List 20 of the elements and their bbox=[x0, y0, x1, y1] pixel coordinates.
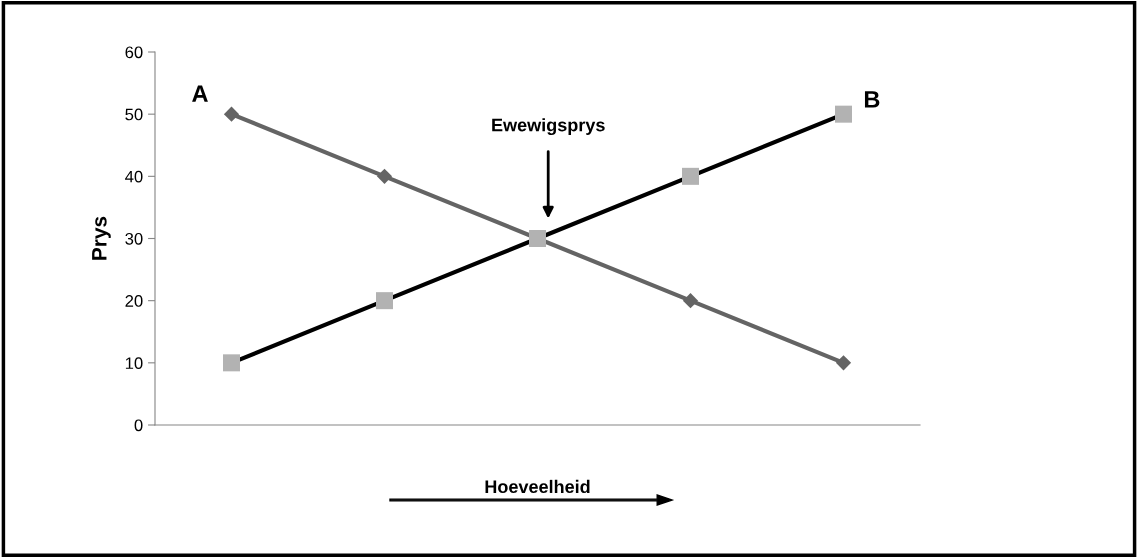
annotation: B bbox=[864, 91, 880, 108]
x-axis-title: Hoeveelheid bbox=[485, 479, 590, 494]
y-tick-label: 40 bbox=[125, 170, 143, 183]
point bbox=[222, 354, 241, 372]
point bbox=[835, 355, 852, 371]
point bbox=[376, 168, 393, 184]
y-axis-title: Prys bbox=[92, 216, 111, 260]
y-tick-label: 10 bbox=[125, 357, 143, 370]
point bbox=[223, 106, 240, 122]
point bbox=[834, 105, 853, 123]
y-tick-label: 60 bbox=[125, 46, 143, 59]
y-tick-label: 20 bbox=[125, 295, 143, 307]
y-tick-label: 50 bbox=[125, 108, 143, 121]
annotation: Ewewigsprys bbox=[492, 118, 605, 136]
point bbox=[375, 292, 394, 310]
annotation: A bbox=[192, 85, 208, 102]
point bbox=[682, 293, 699, 309]
y-tick-label: 30 bbox=[125, 232, 143, 245]
y-tick-label: 0 bbox=[134, 419, 143, 432]
point bbox=[681, 167, 700, 185]
